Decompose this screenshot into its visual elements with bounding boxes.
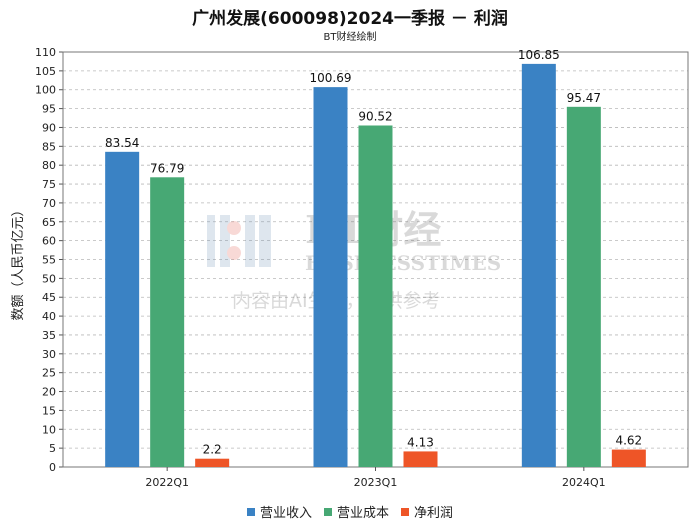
data-label: 4.62 (615, 434, 642, 448)
x-tick-label: 2022Q1 (145, 476, 189, 489)
y-tick-label: 30 (42, 348, 56, 361)
legend: 营业收入 营业成本 净利润 (0, 502, 700, 521)
y-tick-label: 5 (49, 442, 56, 455)
data-label: 106.85 (518, 48, 560, 62)
y-axis-label: 数额（人民币亿元） (11, 203, 26, 320)
y-tick-label: 80 (42, 159, 56, 172)
legend-label: 营业成本 (336, 506, 389, 521)
y-tick-label: 35 (42, 329, 56, 342)
chart-subtitle: BT财经绘制 (323, 32, 377, 43)
bar (358, 125, 393, 467)
bar (403, 451, 438, 467)
watermark-logo-dot-2 (227, 246, 241, 260)
legend-label: 营业收入 (259, 506, 312, 521)
legend-swatch (401, 507, 409, 516)
y-tick-label: 65 (42, 216, 56, 229)
y-tick-label: 25 (42, 367, 56, 380)
bar (611, 449, 646, 467)
x-tick-label: 2023Q1 (354, 476, 398, 489)
y-tick-label: 0 (49, 461, 56, 474)
y-tick-label: 95 (42, 103, 56, 116)
legend-label: 净利润 (414, 506, 454, 521)
legend-swatch (246, 507, 255, 516)
legend-swatch (323, 507, 332, 516)
x-tick-label: 2024Q1 (562, 476, 606, 489)
data-label: 90.52 (358, 109, 392, 123)
data-label: 76.79 (150, 161, 184, 175)
y-tick-label: 40 (42, 310, 56, 323)
bar (150, 177, 185, 467)
y-tick-label: 15 (42, 404, 56, 417)
y-tick-label: 90 (42, 121, 56, 134)
legend-item: 营业成本 (323, 502, 389, 521)
y-tick-label: 85 (42, 140, 56, 153)
watermark-logo-bar-3 (245, 215, 255, 267)
chart-title: 广州发展(600098)2024一季报 － 利润 (192, 9, 508, 29)
data-label: 95.47 (567, 91, 601, 105)
y-tick-label: 75 (42, 178, 56, 191)
y-tick-label: 10 (42, 423, 56, 436)
watermark-logo-bar-1 (207, 215, 215, 267)
data-labels: 83.54 76.79 2.2 100.69 90.52 4.13 106.85 95.47 4… (105, 48, 642, 457)
data-label: 2.2 (203, 443, 222, 457)
data-label: 4.13 (407, 435, 434, 449)
watermark-logo-bar-2 (220, 215, 230, 267)
bar (313, 87, 348, 468)
bars (105, 63, 646, 468)
y-tick-label: 100 (35, 84, 56, 97)
data-label: 100.69 (310, 71, 352, 85)
bar (195, 458, 230, 467)
y-tick-label: 20 (42, 386, 56, 399)
y-tick-label: 105 (35, 65, 56, 78)
bar (566, 106, 601, 468)
legend-item: 净利润 (401, 502, 453, 521)
data-label: 83.54 (105, 136, 139, 150)
y-tick-label: 70 (42, 197, 56, 210)
watermark-logo-bar-4 (259, 215, 271, 267)
legend-item: 营业收入 (246, 502, 312, 521)
watermark: BT财经 BUSINESSTIMES 内容由AI生成，仅供参考 (207, 207, 501, 312)
y-tick-label: 45 (42, 291, 56, 304)
y-tick-label: 110 (35, 46, 56, 59)
y-tick-label: 55 (42, 254, 56, 267)
y-tick-label: 50 (42, 272, 56, 285)
bar (521, 63, 556, 467)
watermark-logo-dot-1 (227, 221, 241, 235)
bar (105, 151, 140, 468)
y-tick-label: 60 (42, 235, 56, 248)
